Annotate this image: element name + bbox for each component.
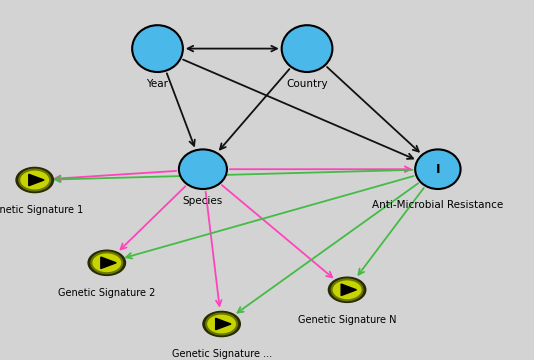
- Text: Genetic Signature 2: Genetic Signature 2: [58, 288, 155, 298]
- Text: Year: Year: [146, 79, 169, 89]
- Circle shape: [19, 170, 50, 190]
- Polygon shape: [341, 284, 357, 296]
- Circle shape: [206, 314, 237, 334]
- Circle shape: [203, 311, 240, 337]
- Circle shape: [91, 252, 122, 273]
- Text: Species: Species: [183, 196, 223, 206]
- Circle shape: [88, 250, 125, 275]
- Text: Country: Country: [286, 79, 328, 89]
- Ellipse shape: [132, 25, 183, 72]
- Text: I: I: [436, 163, 440, 176]
- Circle shape: [328, 277, 366, 302]
- Text: Anti-Microbial Resistance: Anti-Microbial Resistance: [372, 200, 504, 210]
- Polygon shape: [216, 318, 231, 330]
- Ellipse shape: [179, 149, 227, 189]
- Ellipse shape: [415, 149, 460, 189]
- Text: Genetic Signature ...: Genetic Signature ...: [171, 349, 272, 359]
- Circle shape: [332, 279, 363, 300]
- Text: Genetic Signature N: Genetic Signature N: [298, 315, 396, 325]
- Ellipse shape: [281, 25, 332, 72]
- Circle shape: [16, 167, 53, 193]
- Text: Genetic Signature 1: Genetic Signature 1: [0, 205, 83, 215]
- Polygon shape: [101, 257, 116, 269]
- Polygon shape: [29, 174, 44, 186]
